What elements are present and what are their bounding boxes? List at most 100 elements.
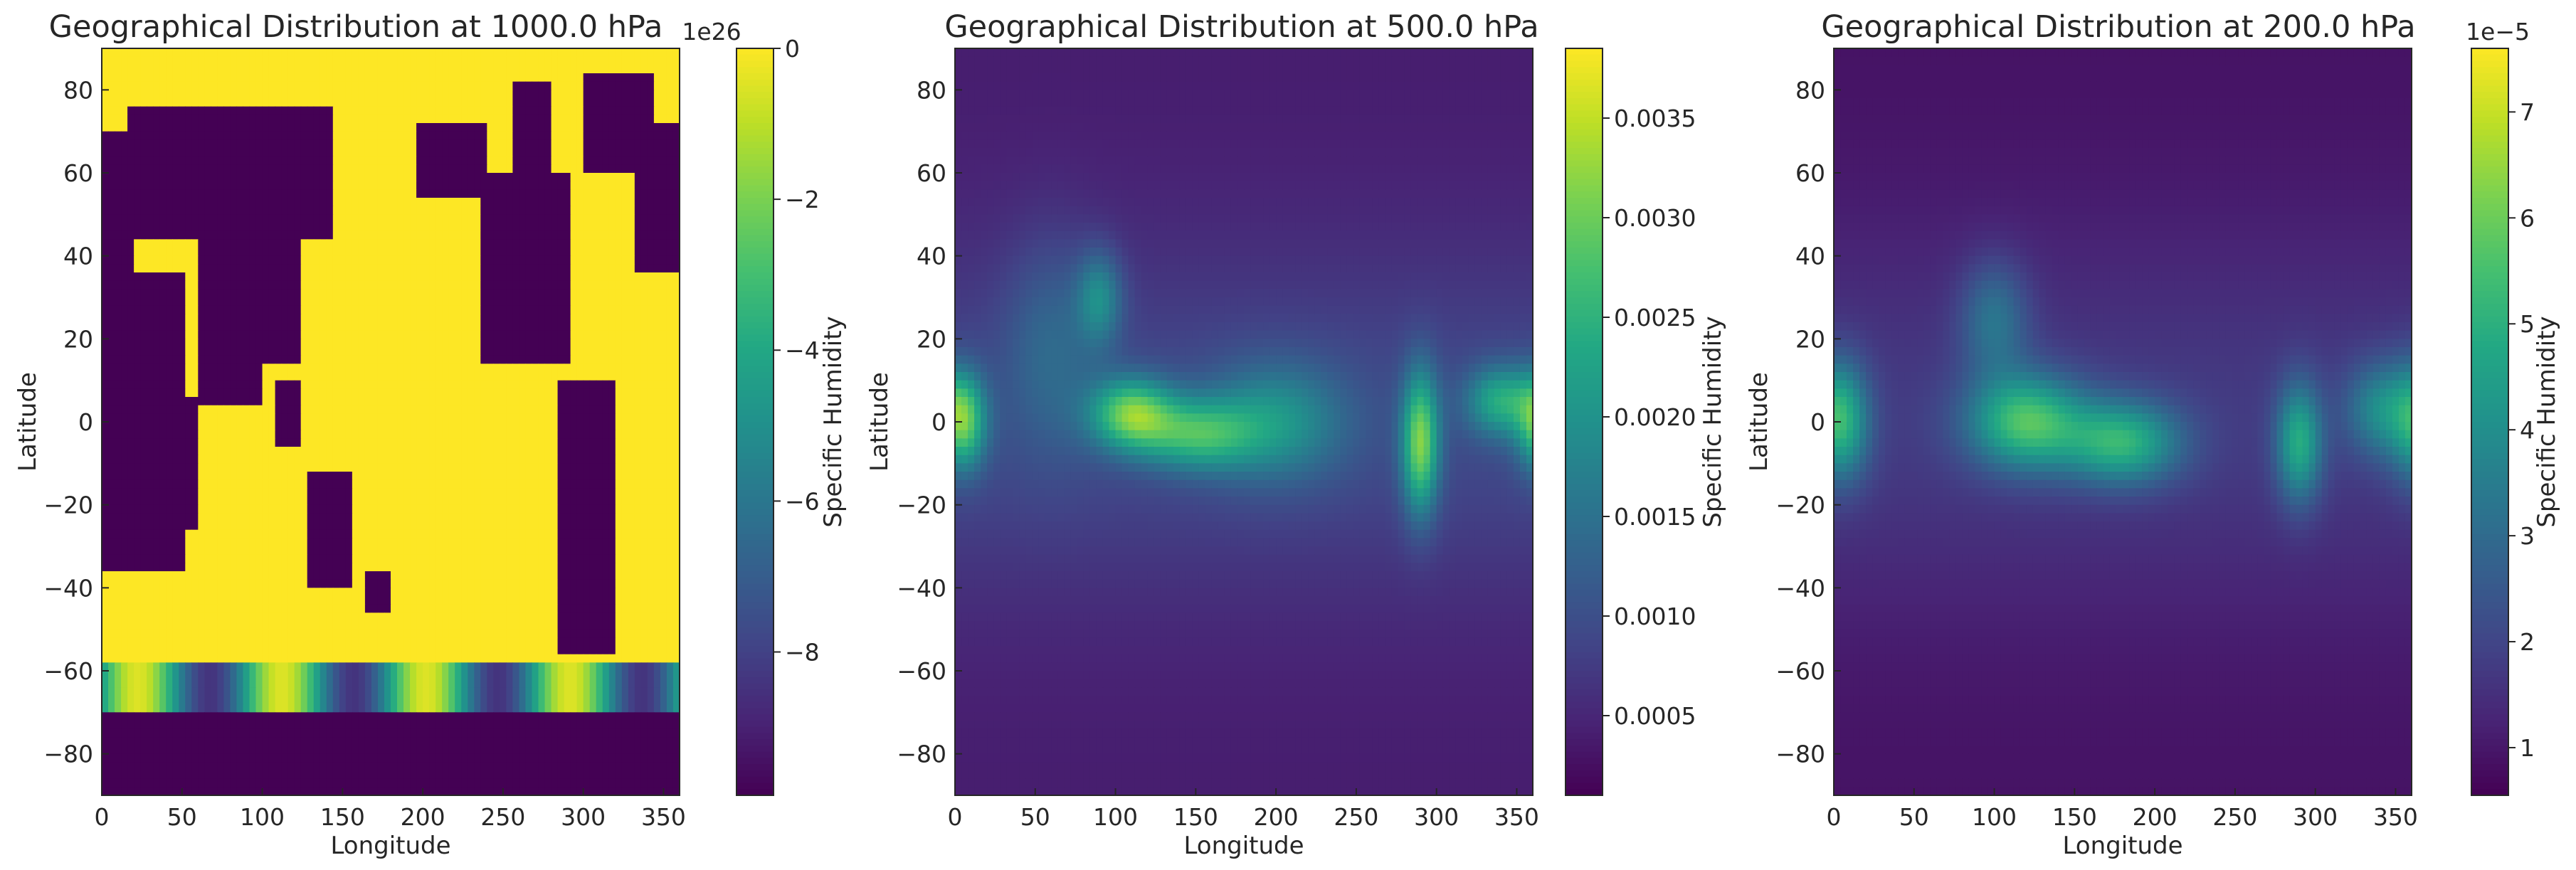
heatmap-cell [640,447,648,456]
heatmap-cell [275,297,283,307]
heatmap-cell [640,164,648,174]
heatmap-cell [461,314,468,323]
heatmap-cell [255,106,263,115]
heatmap-cell [300,73,308,83]
heatmap-cell [339,472,347,481]
heatmap-cell [236,438,244,447]
heatmap-cell [442,455,449,464]
heatmap-cell [320,447,327,456]
heatmap-cell [474,455,481,464]
heatmap-cell [236,422,244,431]
heatmap-cell [602,115,610,124]
heatmap-cell [512,48,520,58]
heatmap-cell [557,289,565,298]
heatmap-cell [204,339,211,348]
heatmap-cell [300,223,308,232]
heatmap-cell [480,330,487,339]
heatmap-cell [416,455,423,464]
heatmap-cell [403,430,411,439]
heatmap-cell [281,189,289,198]
heatmap-cell [576,314,584,323]
heatmap-cell [377,330,385,339]
heatmap-cell [332,73,340,83]
heatmap-cell [377,248,385,257]
heatmap-cell [249,106,257,115]
heatmap-cell [672,223,680,232]
heatmap-cell [525,139,533,149]
heatmap-cell [576,123,584,132]
heatmap-cell [532,65,539,74]
heatmap-cell [500,156,507,165]
heatmap-cell [564,65,571,74]
heatmap-cell [621,297,629,307]
heatmap-cell [615,223,623,232]
heatmap-cell [217,422,225,431]
heatmap-cell [532,56,539,65]
heatmap-cell [204,248,211,257]
heatmap-cell [166,198,173,207]
heatmap-cell [660,422,667,431]
heatmap-cell [179,297,186,307]
heatmap-cell [416,65,423,74]
heatmap-cell [583,455,591,464]
heatmap-cell [358,239,366,248]
heatmap-cell [121,106,128,115]
heatmap-cell [102,330,109,339]
heatmap-cell [198,98,205,107]
heatmap-cell [243,339,250,348]
heatmap-cell [557,56,565,65]
heatmap-cell [371,355,379,364]
heatmap-cell [634,230,642,240]
heatmap-cell [666,173,674,182]
heatmap-cell [352,131,359,140]
heatmap-cell [506,388,514,398]
heatmap-cell [436,397,443,406]
heatmap-cell [371,289,379,298]
heatmap-cell [557,139,565,149]
heatmap-cell [621,230,629,240]
heatmap-cell [307,255,315,265]
heatmap-cell [576,248,584,257]
heatmap-cell [647,413,655,423]
heatmap-cell [628,131,635,140]
heatmap-cell [583,48,591,58]
heatmap-cell [249,463,257,472]
heatmap-cell [519,106,527,115]
heatmap-cell [666,248,674,257]
heatmap-cell [147,430,154,439]
heatmap-cell [647,206,655,215]
heatmap-cell [525,106,533,115]
heatmap-cell [397,131,404,140]
heatmap-cell [666,255,674,265]
heatmap-cell [647,123,655,132]
heatmap-cell [134,65,141,74]
heatmap-cell [436,173,443,182]
heatmap-cell [153,81,160,90]
heatmap-cell [429,56,436,65]
heatmap-cell [506,355,514,364]
heatmap-cell [108,372,115,381]
heatmap-cell [102,305,109,314]
heatmap-cell [596,364,603,373]
heatmap-cell [307,280,315,290]
heatmap-cell [217,314,225,323]
heatmap-cell [608,156,616,165]
heatmap-cell [230,214,238,223]
heatmap-cell [262,422,270,431]
heatmap-cell [127,504,134,514]
heatmap-cell [108,322,115,331]
heatmap-cell [436,223,443,232]
heatmap-cell [525,206,533,215]
heatmap-cell [596,239,603,248]
heatmap-cell [287,264,295,273]
heatmap-cell [211,388,218,398]
heatmap-cell [391,198,398,207]
heatmap-cell [493,48,500,58]
heatmap-cell [115,488,122,497]
heatmap-cell [191,330,199,339]
heatmap-cell [320,173,327,182]
heatmap-cell [576,230,584,240]
heatmap-cell [249,479,257,489]
heatmap-cell [384,447,391,456]
heatmap-cell [640,364,648,373]
